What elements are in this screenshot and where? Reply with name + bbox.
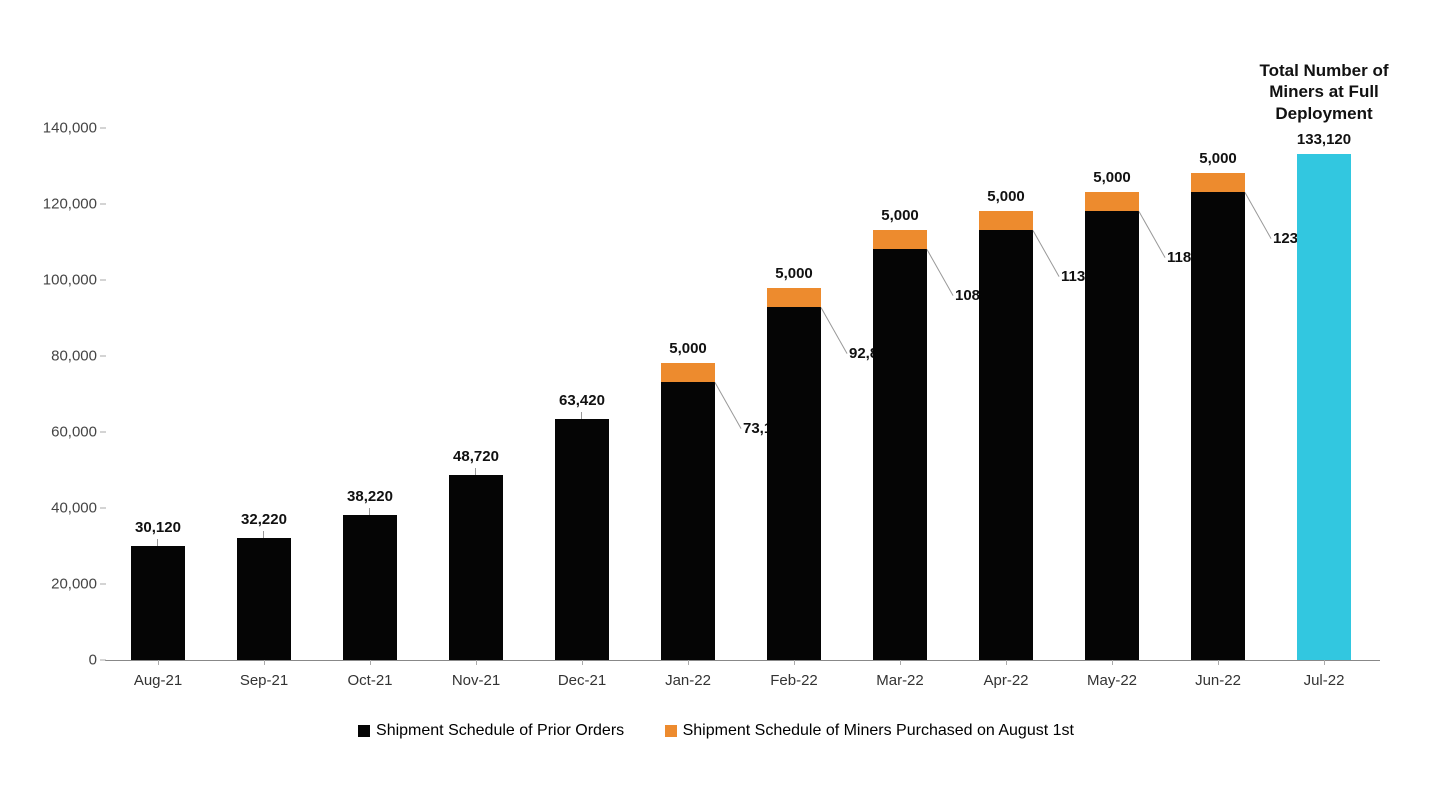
bar-seg-prior — [767, 307, 821, 660]
bar-seg-aug1 — [873, 230, 927, 249]
data-label-prior: 30,120 — [135, 519, 181, 536]
bar-seg-prior — [661, 382, 715, 660]
y-tick-label: 40,000 — [7, 500, 97, 517]
bar-seg-prior — [1191, 192, 1245, 660]
x-tick-label: Feb-22 — [744, 672, 844, 689]
legend-label-aug1: Shipment Schedule of Miners Purchased on… — [683, 722, 1074, 740]
legend-item-prior: Shipment Schedule of Prior Orders — [358, 722, 624, 740]
data-label-total: 133,120 — [1297, 131, 1351, 148]
x-tick-label: Oct-21 — [320, 672, 420, 689]
legend-label-prior: Shipment Schedule of Prior Orders — [376, 722, 624, 740]
plot-area: 30,12032,22038,22048,72063,4205,00073,12… — [105, 128, 1380, 660]
bar-seg-aug1 — [979, 211, 1033, 230]
y-tick-label: 100,000 — [7, 272, 97, 289]
bar-seg-prior — [1085, 211, 1139, 660]
leader-line — [1245, 192, 1272, 238]
x-tick — [1006, 660, 1007, 665]
y-tick-label: 60,000 — [7, 424, 97, 441]
legend: Shipment Schedule of Prior Orders Shipme… — [0, 722, 1432, 742]
y-tick-label: 140,000 — [7, 120, 97, 137]
x-tick-label: Aug-21 — [108, 672, 208, 689]
x-tick — [1112, 660, 1113, 665]
bar-seg-prior — [131, 546, 185, 660]
data-label-aug1: 5,000 — [1199, 150, 1237, 167]
leader-line — [821, 308, 848, 354]
x-tick — [370, 660, 371, 665]
x-tick-label: Jul-22 — [1274, 672, 1374, 689]
data-label-aug1: 5,000 — [881, 207, 919, 224]
legend-swatch-aug1 — [665, 725, 677, 737]
data-label-aug1: 5,000 — [1093, 169, 1131, 186]
x-tick-label: Sep-21 — [214, 672, 314, 689]
bar-seg-aug1 — [1085, 192, 1139, 211]
bar-seg-prior — [237, 538, 291, 660]
leader-tick — [475, 468, 476, 475]
data-label-aug1: 5,000 — [775, 265, 813, 282]
x-tick — [1324, 660, 1325, 665]
x-tick — [264, 660, 265, 665]
x-tick — [900, 660, 901, 665]
data-label-aug1: 5,000 — [669, 340, 707, 357]
x-tick-label: Dec-21 — [532, 672, 632, 689]
shipment-chart: 0 20,000 40,000 60,000 80,000 100,000 120,000 1… — [0, 0, 1432, 785]
bar-seg-prior — [343, 515, 397, 660]
y-tick-label: 0 — [7, 652, 97, 669]
x-tick-label: Jun-22 — [1168, 672, 1268, 689]
x-tick — [1218, 660, 1219, 665]
leader-tick — [263, 531, 264, 538]
leader-line — [1033, 230, 1060, 276]
y-tick-label: 120,000 — [7, 196, 97, 213]
data-label-prior: 38,220 — [347, 488, 393, 505]
x-axis-line — [105, 660, 1380, 661]
leader-tick — [369, 508, 370, 515]
x-tick — [476, 660, 477, 665]
data-label-aug1: 5,000 — [987, 188, 1025, 205]
x-tick-label: Jan-22 — [638, 672, 738, 689]
bar-seg-prior — [555, 419, 609, 660]
x-tick-label: Nov-21 — [426, 672, 526, 689]
bar-seg-prior — [449, 475, 503, 660]
bar-seg-aug1 — [1191, 173, 1245, 192]
x-tick-label: Mar-22 — [850, 672, 950, 689]
x-tick — [158, 660, 159, 665]
data-label-prior: 63,420 — [559, 392, 605, 409]
data-label-prior: 32,220 — [241, 511, 287, 528]
legend-item-aug1: Shipment Schedule of Miners Purchased on… — [665, 722, 1074, 740]
x-tick — [582, 660, 583, 665]
data-label-prior: 48,720 — [453, 448, 499, 465]
leader-tick — [157, 539, 158, 546]
leader-tick — [581, 412, 582, 419]
leader-line — [1139, 211, 1166, 257]
legend-swatch-prior — [358, 725, 370, 737]
bar-seg-prior — [873, 249, 927, 660]
y-tick-label: 20,000 — [7, 576, 97, 593]
bar-seg-prior — [979, 230, 1033, 660]
bar-seg-aug1 — [767, 288, 821, 307]
y-tick-label: 80,000 — [7, 348, 97, 365]
bar-seg-aug1 — [661, 363, 715, 382]
total-deployment-annotation: Total Number ofMiners at FullDeployment — [1244, 60, 1404, 124]
leader-line — [927, 249, 954, 295]
x-tick — [688, 660, 689, 665]
bar-seg-total — [1297, 154, 1351, 660]
x-tick-label: Apr-22 — [956, 672, 1056, 689]
leader-line — [715, 382, 742, 428]
x-tick-label: May-22 — [1062, 672, 1162, 689]
x-tick — [794, 660, 795, 665]
